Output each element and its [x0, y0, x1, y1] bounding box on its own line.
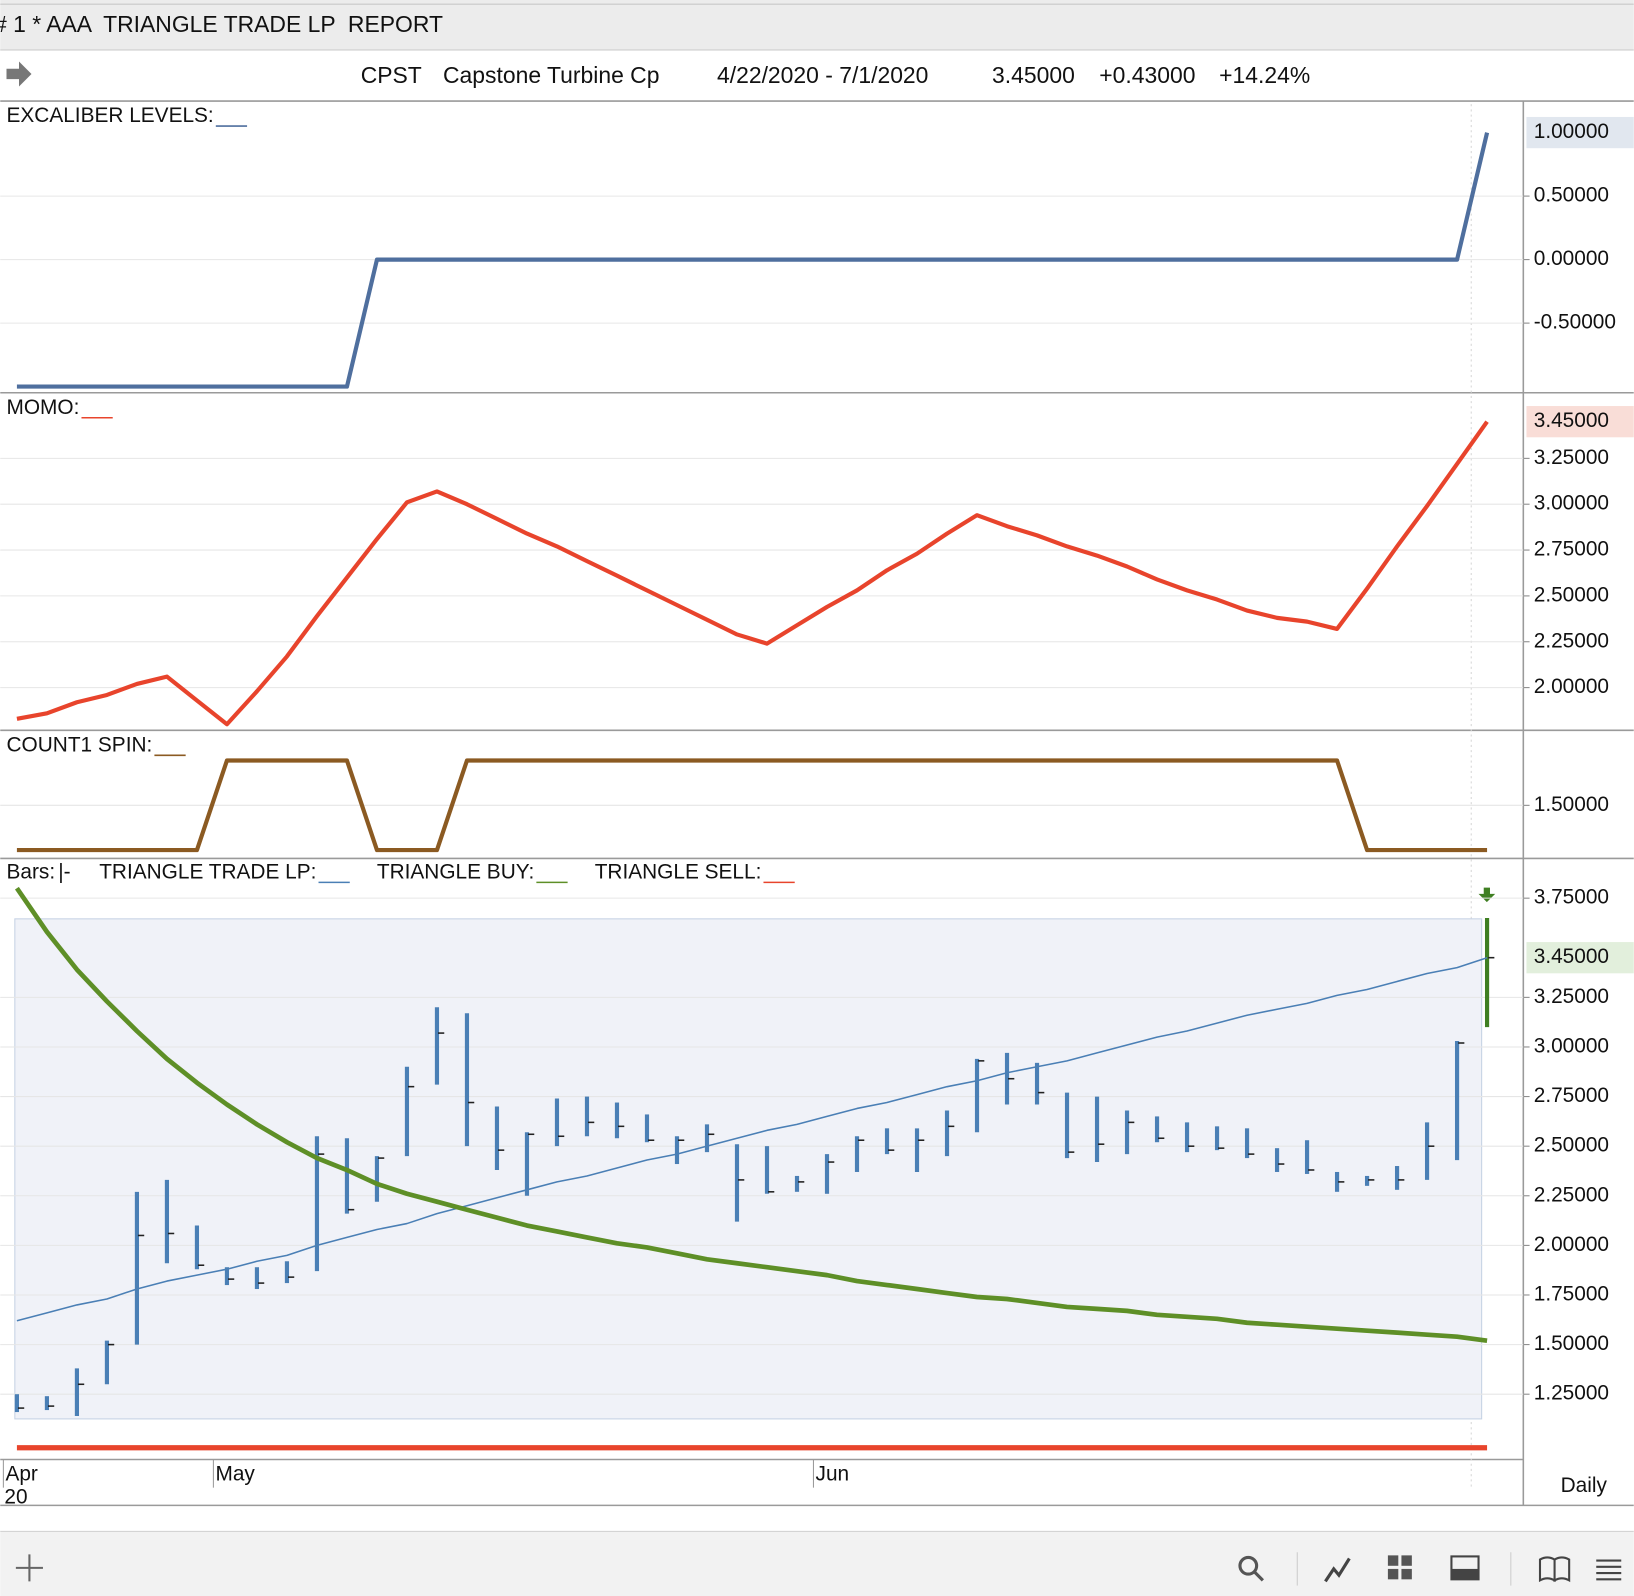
y-tick-label: 3.25000 [1534, 985, 1609, 1008]
last-price: 3.45000 [992, 62, 1075, 88]
period-label: Daily [1561, 1474, 1608, 1497]
y-tick-label: 1.25000 [1534, 1382, 1609, 1405]
toolbar [0, 1530, 1634, 1596]
y-tick-label: 2.75000 [1534, 538, 1609, 561]
triangle-zone [14, 918, 1483, 1420]
legend-symbol: |- [58, 861, 70, 884]
x-sublabel: 20 [4, 1486, 27, 1509]
legend-label: TRIANGLE SELL: [595, 861, 762, 884]
last-value-label: 3.45000 [1534, 945, 1609, 968]
last-value-box [1526, 406, 1634, 438]
y-tick-label: 2.50000 [1534, 583, 1609, 606]
legend-label: Bars: [6, 861, 55, 884]
line [16, 132, 1490, 389]
x-tick-label: May [215, 1463, 255, 1486]
date-range: 4/22/2020 - 7/1/2020 [717, 62, 928, 88]
y-tick-label: 2.75000 [1534, 1084, 1609, 1107]
title-bar [0, 0, 1634, 51]
legend-label: COUNT1 SPIN: [6, 733, 152, 756]
line [16, 420, 1489, 727]
menu-button[interactable] [1596, 1559, 1622, 1581]
panel-button[interactable] [1451, 1568, 1479, 1580]
legend-label: TRIANGLE BUY: [377, 861, 534, 884]
symbol: CPST [361, 62, 422, 88]
toolbar-bg [0, 1531, 1634, 1596]
y-tick-label: 3.25000 [1534, 446, 1609, 469]
add-button[interactable] [15, 1554, 43, 1582]
header: # 1 * AAA TRIANGLE TRADE LP REPORT CPST … [0, 0, 1634, 88]
last-value-label: 3.45000 [1534, 409, 1609, 432]
y-tick-label: 2.00000 [1534, 1233, 1609, 1256]
y-tick-label: 2.00000 [1534, 675, 1609, 698]
percent-change: +14.24% [1219, 62, 1310, 88]
arrow-icon[interactable] [6, 61, 32, 87]
layout-button[interactable] [1387, 1555, 1412, 1580]
y-tick-label: 1.50000 [1534, 793, 1609, 816]
y-tick-label: 2.25000 [1534, 629, 1609, 652]
y-tick-label: 2.50000 [1534, 1134, 1609, 1157]
y-tick-label: 3.00000 [1534, 1034, 1609, 1057]
search-button[interactable] [1253, 1570, 1264, 1582]
y-tick-label: 3.75000 [1534, 886, 1609, 909]
company-name: Capstone Turbine Cp [443, 62, 659, 88]
legend-label: EXCALIBER LEVELS: [6, 104, 213, 127]
line [16, 758, 1488, 853]
search-button[interactable] [1238, 1555, 1259, 1576]
y-tick-label: 2.25000 [1534, 1183, 1609, 1206]
price-change: +0.43000 [1099, 62, 1195, 88]
legend-label: MOMO: [6, 396, 79, 419]
y-tick-label: 0.50000 [1534, 184, 1609, 207]
report-title: # 1 * AAA TRIANGLE TRADE LP REPORT [0, 11, 443, 37]
book-button[interactable] [1538, 1556, 1571, 1583]
series-line [16, 956, 1488, 1322]
last-value-box [1526, 116, 1634, 149]
y-tick-label: -0.50000 [1534, 311, 1616, 334]
draw-button[interactable] [1324, 1557, 1351, 1583]
y-tick-label: 1.75000 [1534, 1282, 1609, 1305]
x-tick-label: Jun [816, 1463, 850, 1486]
y-tick-label: 3.00000 [1534, 492, 1609, 515]
y-tick-label: 1.50000 [1534, 1332, 1609, 1355]
last-value-box [1526, 942, 1634, 974]
buy-arrow [1478, 887, 1496, 903]
y-tick-label: 0.00000 [1534, 247, 1609, 270]
series-line [14, 886, 1488, 1343]
x-tick-label: Apr [5, 1463, 37, 1486]
legend-label: TRIANGLE TRADE LP: [99, 861, 316, 884]
last-value-label: 1.00000 [1534, 120, 1609, 143]
